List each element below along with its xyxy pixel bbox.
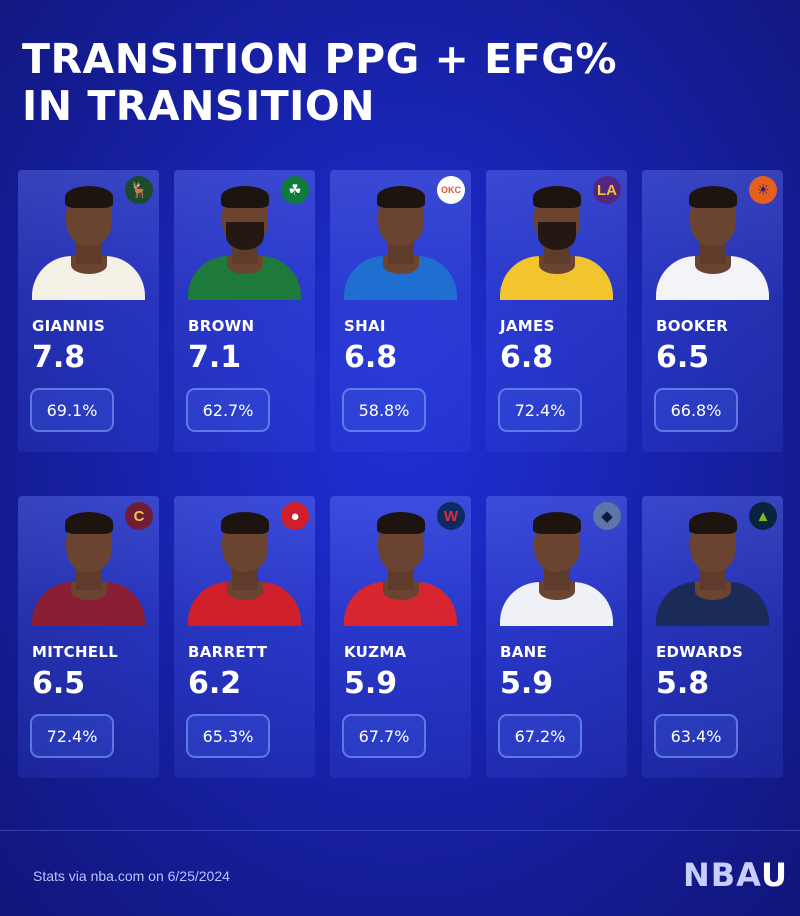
stats-source-note: Stats via nba.com on 6/25/2024: [33, 868, 230, 884]
player-photo: [486, 170, 627, 300]
efg-percent-badge: 72.4%: [498, 388, 582, 432]
transition-ppg: 6.2: [188, 666, 242, 701]
player-neck: [76, 242, 102, 264]
suns-logo-icon: ☀: [749, 176, 777, 204]
player-photo: [18, 496, 159, 626]
transition-ppg: 6.5: [656, 340, 710, 375]
footer-divider: [0, 830, 800, 831]
player-photo: [174, 170, 315, 300]
wizards-logo-icon: W: [437, 502, 465, 530]
cavaliers-logo-icon: C: [125, 502, 153, 530]
player-name: JAMES: [500, 317, 555, 335]
player-card: ☀ BOOKER 6.5 66.8%: [642, 170, 783, 452]
efg-percent-badge: 62.7%: [186, 388, 270, 432]
player-name: SHAI: [344, 317, 386, 335]
player-name: BARRETT: [188, 643, 268, 661]
title-line-1: TRANSITION PPG + EFG%: [22, 35, 617, 83]
efg-percent-badge: 69.1%: [30, 388, 114, 432]
transition-ppg: 6.8: [500, 340, 554, 375]
transition-ppg: 5.8: [656, 666, 710, 701]
player-hair: [221, 512, 269, 534]
player-name: KUZMA: [344, 643, 407, 661]
player-hair: [689, 186, 737, 208]
player-name: GIANNIS: [32, 317, 106, 335]
player-name: BOOKER: [656, 317, 729, 335]
player-photo: [642, 170, 783, 300]
raptors-logo-icon: ●: [281, 502, 309, 530]
player-card: 🦌 GIANNIS 7.8 69.1%: [18, 170, 159, 452]
bucks-logo-icon: 🦌: [125, 176, 153, 204]
efg-percent-badge: 66.8%: [654, 388, 738, 432]
player-photo: [330, 170, 471, 300]
nbau-logo-left: NBA: [683, 856, 761, 894]
player-hair: [377, 512, 425, 534]
player-name: EDWARDS: [656, 643, 744, 661]
transition-ppg: 5.9: [344, 666, 398, 701]
player-card: W KUZMA 5.9 67.7%: [330, 496, 471, 778]
player-neck: [388, 568, 414, 590]
player-photo: [486, 496, 627, 626]
player-photo: [18, 170, 159, 300]
player-card: ☘ BROWN 7.1 62.7%: [174, 170, 315, 452]
nbau-logo-right: U: [760, 856, 788, 894]
transition-ppg: 6.8: [344, 340, 398, 375]
player-card: ▲ EDWARDS 5.8 63.4%: [642, 496, 783, 778]
player-hair: [533, 186, 581, 208]
title-line-2: IN TRANSITION: [22, 82, 376, 130]
transition-ppg: 7.1: [188, 340, 242, 375]
player-neck: [544, 568, 570, 590]
efg-percent-badge: 63.4%: [654, 714, 738, 758]
player-name: BROWN: [188, 317, 255, 335]
player-neck: [232, 568, 258, 590]
efg-percent-badge: 72.4%: [30, 714, 114, 758]
player-photo: [174, 496, 315, 626]
player-hair: [221, 186, 269, 208]
page-title: TRANSITION PPG + EFG% IN TRANSITION: [22, 36, 782, 130]
player-hair: [65, 186, 113, 208]
player-grid: 🦌 GIANNIS 7.8 69.1% ☘ BROWN 7.1 62.7% OK…: [18, 170, 783, 778]
efg-percent-badge: 67.7%: [342, 714, 426, 758]
transition-ppg: 7.8: [32, 340, 86, 375]
player-hair: [689, 512, 737, 534]
player-neck: [700, 242, 726, 264]
nbau-logo: NBAU: [683, 856, 788, 894]
transition-ppg: 5.9: [500, 666, 554, 701]
timberwolves-logo-icon: ▲: [749, 502, 777, 530]
player-hair: [65, 512, 113, 534]
grizzlies-logo-icon: ◆: [593, 502, 621, 530]
player-photo: [330, 496, 471, 626]
celtics-logo-icon: ☘: [281, 176, 309, 204]
player-card: ● BARRETT 6.2 65.3%: [174, 496, 315, 778]
efg-percent-badge: 65.3%: [186, 714, 270, 758]
player-neck: [700, 568, 726, 590]
player-neck: [76, 568, 102, 590]
efg-percent-badge: 67.2%: [498, 714, 582, 758]
player-beard: [226, 222, 264, 250]
player-card: ◆ BANE 5.9 67.2%: [486, 496, 627, 778]
player-card: LA JAMES 6.8 72.4%: [486, 170, 627, 452]
thunder-logo-icon: OKC: [437, 176, 465, 204]
player-card: C MITCHELL 6.5 72.4%: [18, 496, 159, 778]
player-hair: [533, 512, 581, 534]
player-card: OKC SHAI 6.8 58.8%: [330, 170, 471, 452]
transition-ppg: 6.5: [32, 666, 86, 701]
efg-percent-badge: 58.8%: [342, 388, 426, 432]
player-hair: [377, 186, 425, 208]
player-beard: [538, 222, 576, 250]
player-name: BANE: [500, 643, 548, 661]
player-neck: [388, 242, 414, 264]
player-photo: [642, 496, 783, 626]
lakers-logo-icon: LA: [593, 176, 621, 204]
player-name: MITCHELL: [32, 643, 119, 661]
